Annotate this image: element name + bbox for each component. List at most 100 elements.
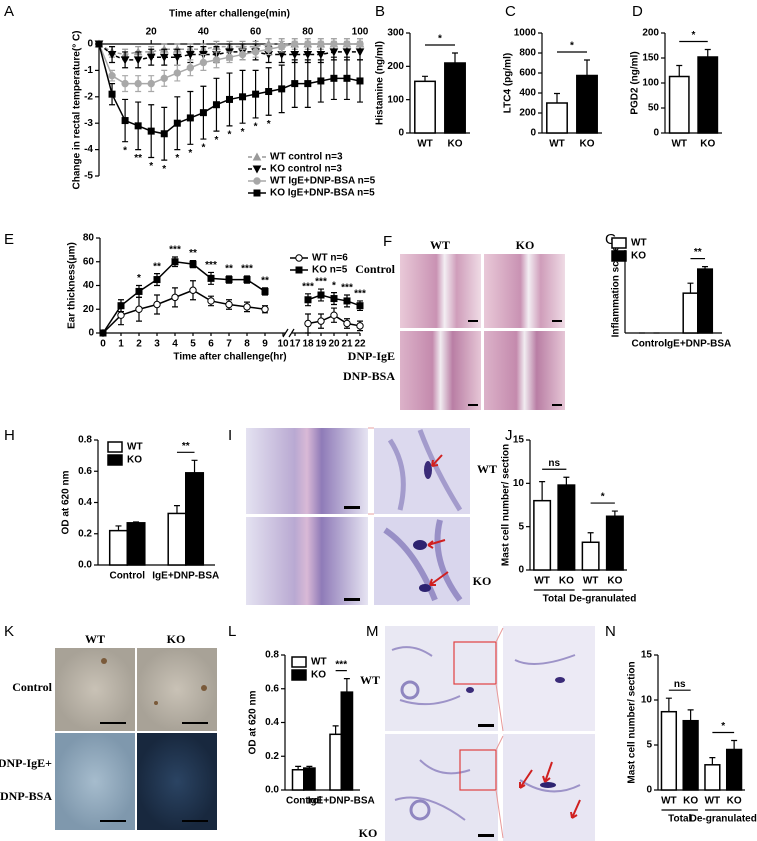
- significance-label: **: [153, 261, 161, 272]
- error-bar: [304, 59, 311, 84]
- x-axis-label: Time after challenge(hr): [173, 352, 286, 363]
- photograph: [55, 648, 217, 830]
- error-bar: [687, 709, 694, 721]
- row-label: KO: [359, 826, 378, 840]
- x-tick-label: 20: [146, 27, 158, 38]
- marker: [317, 77, 325, 85]
- error-bar: [239, 96, 246, 124]
- error-bar: [187, 90, 194, 118]
- significance-label: *: [570, 41, 574, 52]
- error-bar: [161, 133, 168, 161]
- x-tick-label: Control: [109, 571, 145, 582]
- panel-label: N: [605, 623, 616, 640]
- marker: [121, 79, 129, 88]
- marker: [147, 79, 155, 88]
- significance-label: *: [332, 280, 336, 291]
- error-bar: [330, 78, 337, 101]
- x-tick-label: 2: [136, 339, 142, 350]
- marker: [226, 95, 233, 103]
- marker: [330, 295, 338, 303]
- y-axis-label: Mast cell number/ section: [627, 661, 638, 783]
- marker: [261, 305, 269, 313]
- bar: [581, 541, 600, 571]
- x-tick-label: IgE+DNP-BSA: [664, 339, 731, 350]
- legend-swatch: [107, 441, 123, 453]
- significance-label: ***: [335, 659, 347, 670]
- marker: [304, 319, 312, 328]
- error-bar: [584, 59, 590, 76]
- error-bar: [357, 59, 363, 81]
- marker: [95, 40, 103, 48]
- significance-label: *: [228, 129, 232, 140]
- significance-label: ***: [241, 264, 253, 275]
- marker: [264, 45, 273, 53]
- x-tick-label: Control: [286, 796, 322, 807]
- marker: [173, 69, 182, 77]
- x-tick-label: WT: [705, 796, 721, 807]
- bar: [108, 529, 128, 566]
- error-bar: [122, 120, 129, 143]
- panel-label: H: [4, 427, 15, 444]
- bar: [576, 74, 598, 134]
- x-tick-label: WT: [549, 139, 565, 150]
- marker: [225, 276, 233, 284]
- error-bar: [709, 757, 716, 765]
- y-tick-label: 0: [87, 39, 93, 50]
- significance-label: **: [182, 441, 190, 452]
- significance-label: *: [254, 122, 258, 133]
- marker: [356, 302, 364, 310]
- x-tick-label: 100: [352, 27, 369, 38]
- error-bar: [343, 56, 350, 79]
- x-tick-label: WT: [417, 139, 433, 150]
- x-tick-label: KO: [607, 576, 622, 587]
- bar: [167, 512, 187, 566]
- error-bar: [252, 94, 259, 119]
- marker: [316, 51, 326, 60]
- y-tick-label: -4: [84, 144, 93, 155]
- error-bar: [452, 52, 458, 63]
- legend-label: KO IgE+DNP-BSA n=5: [270, 188, 375, 199]
- marker: [291, 40, 299, 48]
- marker: [278, 85, 286, 93]
- marker: [304, 40, 312, 48]
- significance-label: ***: [302, 281, 314, 292]
- marker: [186, 64, 195, 72]
- error-bar: [265, 91, 272, 116]
- marker: [207, 274, 215, 282]
- marker: [173, 119, 181, 127]
- bar: [660, 710, 678, 791]
- marker: [189, 260, 197, 268]
- error-bar: [135, 101, 142, 126]
- panel-label: G: [605, 231, 617, 248]
- significance-label: ***: [315, 277, 327, 288]
- significance-label: *: [692, 30, 696, 41]
- significance-label: *: [123, 145, 127, 156]
- marker: [317, 317, 325, 325]
- row-label: Control: [355, 262, 395, 276]
- x-tick-label: 1: [118, 339, 124, 350]
- x-tick-label: WT: [583, 576, 599, 587]
- significance-label: *: [137, 273, 141, 284]
- error-bar: [135, 125, 142, 151]
- y-tick-label: 0: [646, 785, 652, 796]
- x-tick-label: 5: [190, 339, 196, 350]
- legend-label: WT control n=3: [270, 152, 343, 163]
- legend-label: KO: [127, 455, 142, 466]
- y-tick-label: 5: [646, 740, 652, 751]
- error-bar: [554, 92, 560, 103]
- marker: [343, 297, 351, 305]
- bar: [126, 522, 146, 566]
- y-tick-label: 10: [513, 478, 525, 489]
- x-tick-label: 60: [250, 27, 262, 38]
- panel-label: F: [383, 233, 392, 250]
- bar: [546, 102, 568, 134]
- micrograph: [246, 427, 470, 605]
- x-tick-label: 3: [154, 339, 160, 350]
- y-tick-label: 800: [519, 48, 536, 59]
- bar: [444, 62, 466, 134]
- y-tick-label: 0.8: [265, 650, 279, 661]
- y-axis-label: Ear thickness(μm): [67, 242, 78, 329]
- error-bar: [278, 64, 285, 89]
- marker: [117, 311, 125, 319]
- marker: [329, 48, 339, 57]
